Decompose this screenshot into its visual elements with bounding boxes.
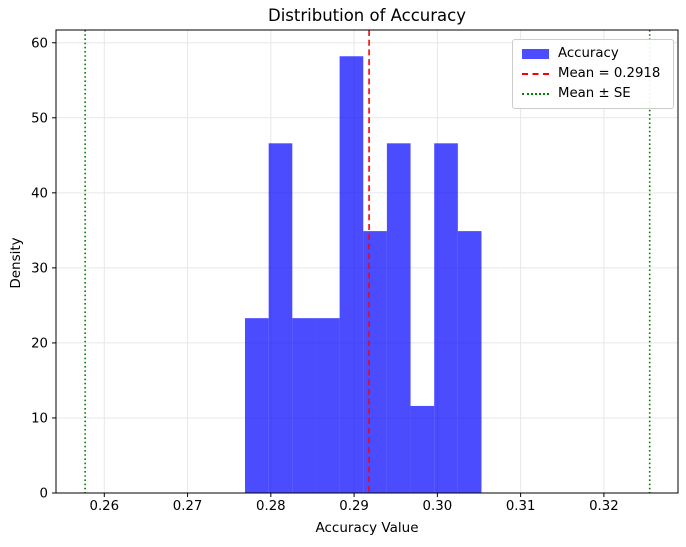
legend-label-accuracy: Accuracy (558, 46, 619, 61)
histogram-bar (457, 231, 482, 494)
y-tick-label: 30 (31, 261, 48, 276)
x-tick-label: 0.32 (589, 499, 619, 514)
x-tick-label: 0.29 (339, 499, 369, 514)
histogram-bar (339, 56, 364, 493)
x-tick-label: 0.28 (256, 499, 286, 514)
legend-label-se: Mean ± SE (558, 86, 631, 101)
histogram-bar (268, 143, 293, 493)
y-tick-label: 20 (31, 336, 48, 351)
y-tick-label: 0 (40, 487, 48, 502)
legend-label-mean: Mean = 0.2918 (558, 66, 661, 81)
x-tick-label: 0.26 (89, 499, 119, 514)
legend-swatch-accuracy-patch (522, 48, 549, 59)
legend-item-accuracy: Accuracy (522, 46, 664, 61)
y-tick-label: 60 (31, 36, 48, 51)
histogram-bar (410, 405, 435, 493)
histogram-bar (386, 143, 411, 493)
y-tick-label: 50 (31, 111, 48, 126)
x-tick-label: 0.30 (423, 499, 453, 514)
histogram-bar (315, 318, 340, 493)
y-tick-label: 10 (31, 411, 48, 426)
legend-swatch-mean-dashed-line (522, 72, 549, 75)
legend-item-mean: Mean = 0.2918 (522, 66, 664, 81)
y-axis-label: Density (8, 237, 24, 289)
legend-item-se: Mean ± SE (522, 86, 664, 101)
histogram-bar (363, 231, 387, 494)
axes-spines (55, 29, 679, 494)
histogram-bar (245, 318, 269, 493)
chart-title: Distribution of Accuracy (268, 6, 466, 25)
histogram-bar (292, 318, 316, 493)
x-tick-label: 0.27 (173, 499, 203, 514)
x-axis-label: Accuracy Value (315, 520, 419, 536)
x-tick-label: 0.31 (506, 499, 536, 514)
legend: Accuracy Mean = 0.2918 Mean ± SE (512, 39, 674, 109)
y-tick-label: 40 (31, 186, 48, 201)
legend-swatch-se-dotted-line (522, 92, 549, 95)
histogram-bar (434, 143, 458, 493)
